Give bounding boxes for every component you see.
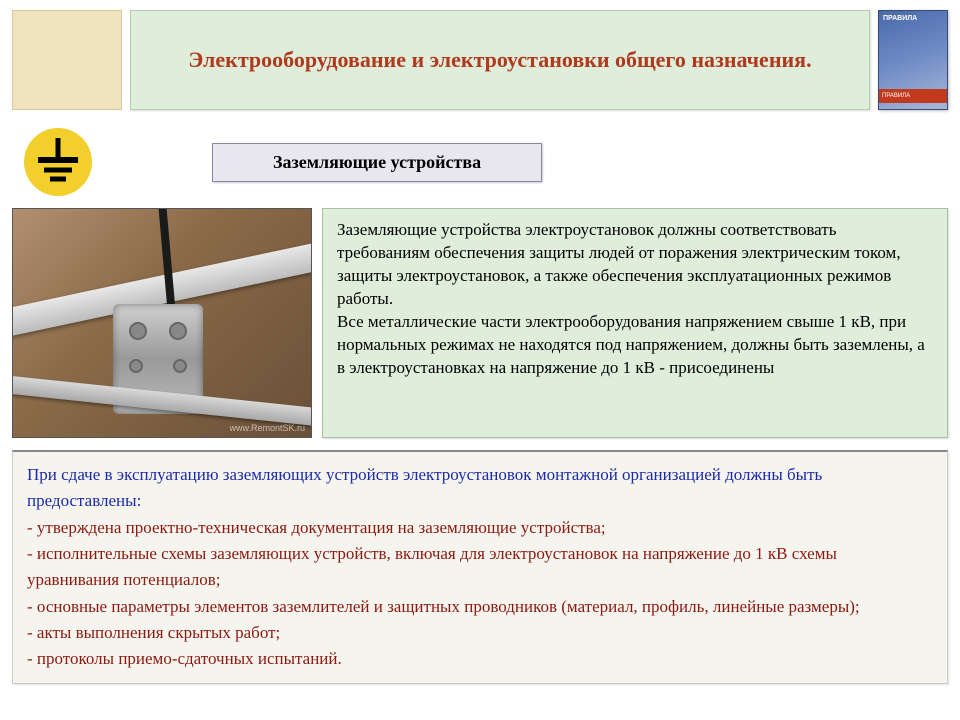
mid-row: www.RemontSK.ru Заземляющие устройства э…: [0, 208, 960, 450]
ground-symbol-icon: [24, 128, 92, 196]
requirement-item: - исполнительные схемы заземляющих устро…: [27, 541, 933, 594]
header-row: Электрооборудование и электроустановки о…: [0, 0, 960, 110]
book-thumbnail-title: ПРАВИЛА: [883, 15, 943, 22]
grounding-clamp-photo: www.RemontSK.ru: [12, 208, 312, 438]
description-p2: Все металлические части электрооборудова…: [337, 312, 925, 377]
requirement-item: - основные параметры элементов заземлите…: [27, 594, 933, 620]
subtitle-box: Заземляющие устройства: [212, 143, 542, 182]
requirements-intro: При сдаче в эксплуатацию заземляющих уст…: [27, 462, 933, 515]
description-box: Заземляющие устройства электроустановок …: [322, 208, 948, 438]
requirements-box: При сдаче в эксплуатацию заземляющих уст…: [12, 450, 948, 684]
description-p1: Заземляющие устройства электроустановок …: [337, 220, 901, 308]
header-spacer-cell: [12, 10, 122, 110]
title-box: Электрооборудование и электроустановки о…: [130, 10, 870, 110]
requirement-item: - акты выполнения скрытых работ;: [27, 620, 933, 646]
book-thumbnail-band: ПРАВИЛА: [879, 89, 947, 103]
requirement-item: - протоколы приемо-сдаточных испытаний.: [27, 646, 933, 672]
book-thumbnail: ПРАВИЛА ПРАВИЛА: [878, 10, 948, 110]
photo-watermark: www.RemontSK.ru: [229, 423, 305, 433]
page-title: Электрооборудование и электроустановки о…: [188, 47, 811, 73]
subtitle-row: Заземляющие устройства: [0, 110, 960, 208]
requirement-item: - утверждена проектно-техническая докуме…: [27, 515, 933, 541]
